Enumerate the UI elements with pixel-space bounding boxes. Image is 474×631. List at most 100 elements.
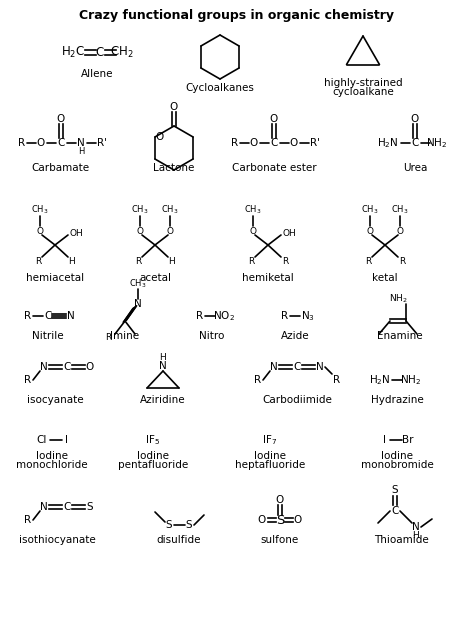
Text: C: C [392, 506, 399, 516]
Text: N: N [412, 522, 420, 532]
Text: O: O [86, 362, 94, 372]
Text: hemiketal: hemiketal [242, 273, 294, 283]
Text: $\mathregular{CH_3}$: $\mathregular{CH_3}$ [244, 204, 262, 216]
Text: I: I [383, 435, 386, 445]
Text: Aziridine: Aziridine [140, 395, 186, 405]
Text: R: R [248, 257, 254, 266]
Text: Allene: Allene [81, 69, 113, 79]
Text: R: R [196, 311, 203, 321]
Text: H: H [78, 148, 84, 156]
Text: O: O [250, 138, 258, 148]
Text: N: N [40, 502, 48, 512]
Text: monochloride: monochloride [16, 460, 88, 470]
Text: S: S [87, 502, 93, 512]
Text: O: O [396, 227, 403, 235]
Text: OH: OH [282, 228, 296, 237]
Text: H: H [413, 531, 419, 541]
Text: $\mathregular{N_3}$: $\mathregular{N_3}$ [301, 309, 315, 323]
Text: $\mathregular{NO_2}$: $\mathregular{NO_2}$ [213, 309, 235, 323]
Text: R: R [399, 257, 405, 266]
Text: $\mathregular{NH_2}$: $\mathregular{NH_2}$ [389, 293, 408, 305]
Text: highly-strained: highly-strained [324, 78, 402, 88]
Text: O: O [156, 132, 164, 142]
Text: R': R' [310, 138, 320, 148]
Text: N: N [134, 299, 142, 309]
Text: R: R [18, 138, 26, 148]
Text: Iodine: Iodine [137, 451, 169, 461]
Text: $\mathregular{H_2N}$: $\mathregular{H_2N}$ [369, 373, 391, 387]
Text: O: O [411, 114, 419, 124]
Text: OH: OH [69, 228, 83, 237]
Text: N: N [40, 362, 48, 372]
Text: $\mathregular{NH_2}$: $\mathregular{NH_2}$ [426, 136, 448, 150]
Text: Lactone: Lactone [153, 163, 195, 173]
Text: hemiacetal: hemiacetal [26, 273, 84, 283]
Text: O: O [258, 515, 266, 525]
Text: R: R [282, 257, 288, 266]
Text: $\mathregular{NH_2}$: $\mathregular{NH_2}$ [400, 373, 422, 387]
Text: Cl: Cl [37, 435, 47, 445]
Text: R: R [25, 375, 32, 385]
Text: R': R' [97, 138, 107, 148]
Text: isocyanate: isocyanate [27, 395, 83, 405]
Text: O: O [270, 114, 278, 124]
Text: Carbodiimide: Carbodiimide [262, 395, 332, 405]
Text: Hydrazine: Hydrazine [371, 395, 423, 405]
Text: O: O [276, 495, 284, 505]
Text: R: R [255, 375, 262, 385]
Text: Iodine: Iodine [381, 451, 413, 461]
Text: I: I [65, 435, 69, 445]
Text: O: O [366, 227, 374, 235]
Text: C: C [57, 138, 64, 148]
Text: R: R [231, 138, 238, 148]
Text: R: R [105, 334, 111, 343]
Text: $\mathregular{CH_3}$: $\mathregular{CH_3}$ [391, 204, 409, 216]
Text: disulfide: disulfide [157, 535, 201, 545]
Text: $\mathregular{CH_2}$: $\mathregular{CH_2}$ [110, 44, 134, 59]
Text: O: O [57, 114, 65, 124]
Text: $\mathregular{CH_3}$: $\mathregular{CH_3}$ [131, 204, 149, 216]
Text: $\mathregular{H_2N}$: $\mathregular{H_2N}$ [377, 136, 399, 150]
Text: $\mathregular{IF_7}$: $\mathregular{IF_7}$ [263, 433, 278, 447]
Text: S: S [166, 520, 173, 530]
Text: C: C [96, 45, 104, 59]
Text: N: N [159, 361, 167, 371]
Text: isothiocyanate: isothiocyanate [18, 535, 95, 545]
Text: pentafluoride: pentafluoride [118, 460, 188, 470]
Text: R: R [25, 515, 32, 525]
Text: Enamine: Enamine [377, 331, 423, 341]
Text: O: O [294, 515, 302, 525]
Text: Imine: Imine [110, 331, 139, 341]
Text: O: O [249, 227, 256, 235]
Text: S: S [392, 485, 398, 495]
Text: Azide: Azide [281, 331, 310, 341]
Text: Thioamide: Thioamide [374, 535, 428, 545]
Text: H: H [69, 257, 75, 266]
Text: N: N [67, 311, 75, 321]
Text: C: C [64, 362, 71, 372]
Text: Br: Br [402, 435, 414, 445]
Text: cycloalkane: cycloalkane [332, 87, 394, 97]
Text: Iodine: Iodine [36, 451, 68, 461]
Text: N: N [77, 138, 85, 148]
Text: R: R [333, 375, 340, 385]
Text: R: R [25, 311, 32, 321]
Text: C: C [293, 362, 301, 372]
Text: H: H [169, 257, 175, 266]
Text: $\mathregular{IF_5}$: $\mathregular{IF_5}$ [146, 433, 161, 447]
Text: acetal: acetal [139, 273, 171, 283]
Text: C: C [270, 138, 278, 148]
Text: Iodine: Iodine [254, 451, 286, 461]
Text: N: N [270, 362, 278, 372]
Text: R: R [35, 257, 41, 266]
Text: $\mathregular{CH_3}$: $\mathregular{CH_3}$ [361, 204, 379, 216]
Text: Carbamate: Carbamate [31, 163, 89, 173]
Text: O: O [37, 138, 45, 148]
Text: H: H [160, 353, 166, 362]
Text: S: S [276, 514, 284, 526]
Text: O: O [36, 227, 44, 235]
Text: Crazy functional groups in organic chemistry: Crazy functional groups in organic chemi… [80, 9, 394, 23]
Text: $\mathregular{CH_3}$: $\mathregular{CH_3}$ [31, 204, 49, 216]
Text: S: S [186, 520, 192, 530]
Text: R: R [365, 257, 371, 266]
